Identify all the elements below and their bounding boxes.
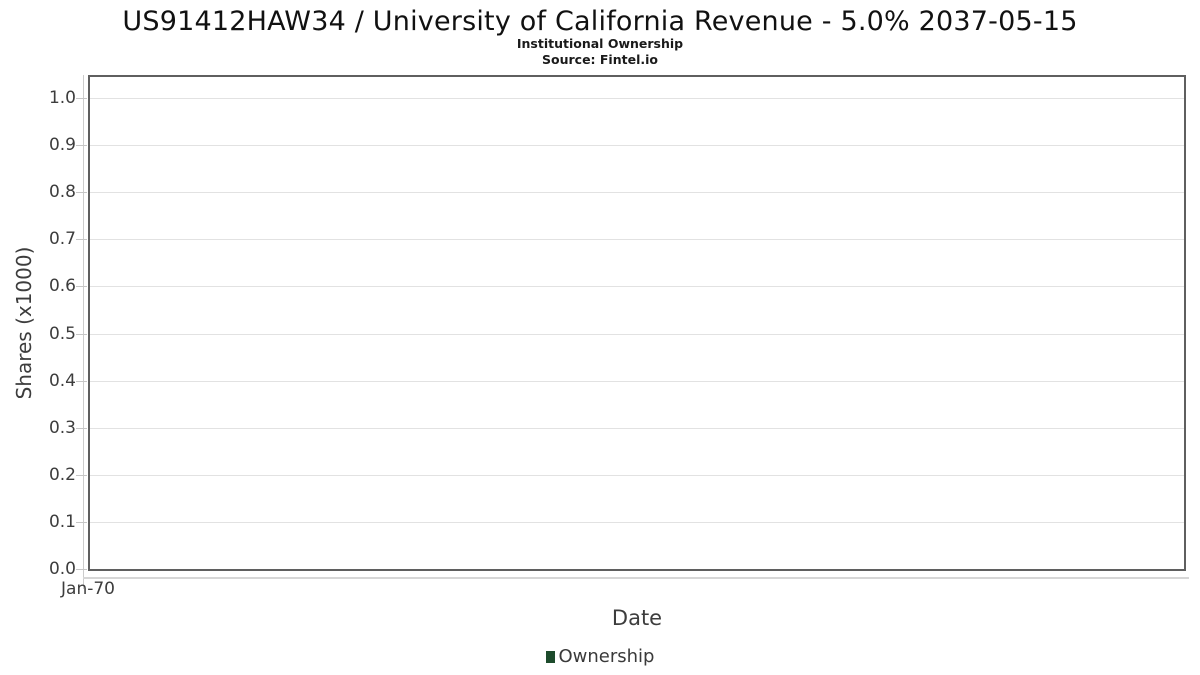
gridline-y-1.0 [90,98,1184,99]
gridline-y-0.9 [90,145,1184,147]
gridline-y-0.3 [90,427,1184,429]
ownership-series-marker-icon [545,650,555,663]
y-tick-label: 0.2 [48,464,76,485]
legend-item-ownership[interactable]: Ownership [545,646,655,667]
y-tick-mark [76,239,87,241]
y-tick-label: 0.9 [48,135,76,156]
legend: Ownership [0,646,1200,667]
legend-item-label: Ownership [558,646,655,667]
chart-source-label: Source: Fintel.io [542,52,658,67]
y-tick-label: 1.0 [48,88,76,108]
y-tick-mark [76,286,87,288]
y-tick-label: 0.5 [48,323,76,344]
y-tick-mark [76,521,87,523]
y-tick-label: 0.7 [48,229,76,250]
y-tick-label: 0.3 [48,417,76,438]
y-tick-mark [76,427,87,429]
y-tick-mark [76,333,87,335]
y-tick-mark [76,474,87,476]
x-axis-title: Date [611,606,663,630]
y-tick-mark [76,98,87,99]
y-axis-line [83,75,84,589]
chart-subtitle: Institutional Ownership [516,36,684,51]
y-tick-mark [76,380,87,382]
x-axis-line [83,577,1189,579]
y-tick-mark [76,145,87,147]
gridline-y-0.6 [90,286,1184,288]
gridline-y-0.2 [90,474,1184,476]
plot-area [88,75,1186,571]
gridline-y-0.1 [90,521,1184,523]
gridline-y-0.4 [90,380,1184,382]
gridline-y-0.5 [90,333,1184,335]
y-tick-mark [76,569,87,570]
gridline-y-0.8 [90,192,1184,194]
y-axis-title: Shares (x1000) [12,246,36,400]
y-tick-label: 0.8 [48,182,76,203]
y-tick-label: 0.0 [48,559,76,579]
y-tick-label: 0.1 [48,511,76,532]
chart-title: US91412HAW34 / University of California … [122,6,1078,37]
y-tick-mark [76,192,87,194]
y-tick-label: 0.4 [48,370,76,391]
y-tick-label: 0.6 [48,276,76,297]
x-tick-label: Jan-70 [61,579,115,599]
gridline-y-0.7 [90,239,1184,241]
